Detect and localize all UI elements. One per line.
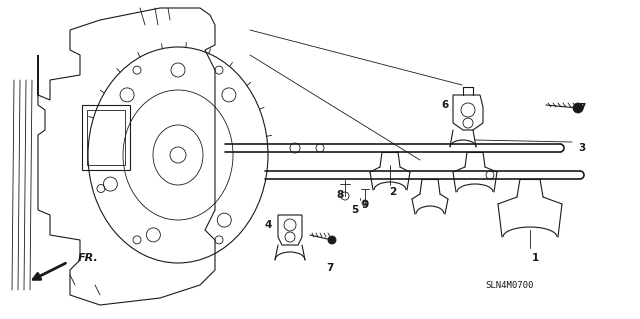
Text: SLN4M0700: SLN4M0700	[486, 280, 534, 290]
Circle shape	[573, 103, 583, 113]
Text: 4: 4	[264, 220, 272, 230]
Text: 8: 8	[337, 190, 344, 200]
Text: 7: 7	[579, 103, 586, 113]
Text: 5: 5	[351, 205, 358, 215]
Text: 2: 2	[389, 187, 397, 197]
Text: 1: 1	[531, 253, 539, 263]
Text: FR.: FR.	[78, 253, 99, 263]
Text: 3: 3	[579, 143, 586, 153]
Text: 9: 9	[362, 200, 369, 210]
Text: 6: 6	[442, 100, 449, 110]
Text: 7: 7	[326, 263, 333, 273]
Circle shape	[328, 236, 336, 244]
